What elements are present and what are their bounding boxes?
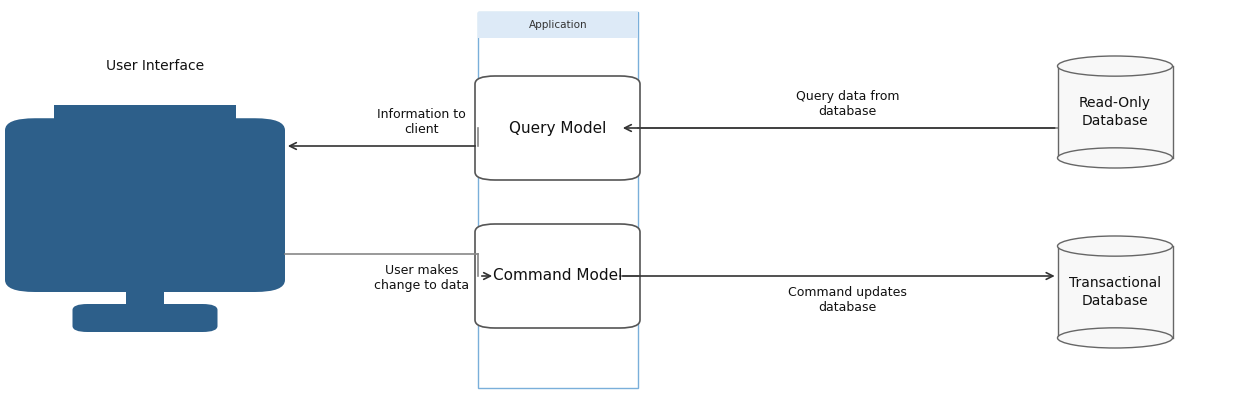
FancyBboxPatch shape	[477, 12, 639, 388]
Text: User Interface: User Interface	[105, 59, 205, 73]
FancyBboxPatch shape	[475, 76, 640, 180]
FancyBboxPatch shape	[55, 105, 236, 223]
Polygon shape	[1058, 66, 1173, 158]
Text: Query data from
database: Query data from database	[796, 90, 899, 118]
Text: Command updates
database: Command updates database	[789, 286, 908, 314]
Ellipse shape	[1058, 148, 1173, 168]
FancyBboxPatch shape	[126, 276, 164, 310]
Text: User makes
change to data: User makes change to data	[374, 264, 469, 292]
FancyBboxPatch shape	[5, 118, 285, 292]
FancyBboxPatch shape	[477, 12, 639, 38]
Ellipse shape	[1058, 236, 1173, 256]
Ellipse shape	[1058, 328, 1173, 348]
Text: Information to
client: Information to client	[377, 108, 466, 136]
Text: Read-Only
Database: Read-Only Database	[1079, 96, 1151, 128]
Text: Query Model: Query Model	[508, 120, 606, 136]
Text: Transactional
Database: Transactional Database	[1069, 276, 1161, 308]
Text: Command Model: Command Model	[492, 268, 622, 284]
Polygon shape	[1058, 246, 1173, 338]
Ellipse shape	[1058, 56, 1173, 76]
FancyBboxPatch shape	[72, 304, 217, 332]
Text: Application: Application	[528, 20, 588, 30]
FancyBboxPatch shape	[475, 224, 640, 328]
